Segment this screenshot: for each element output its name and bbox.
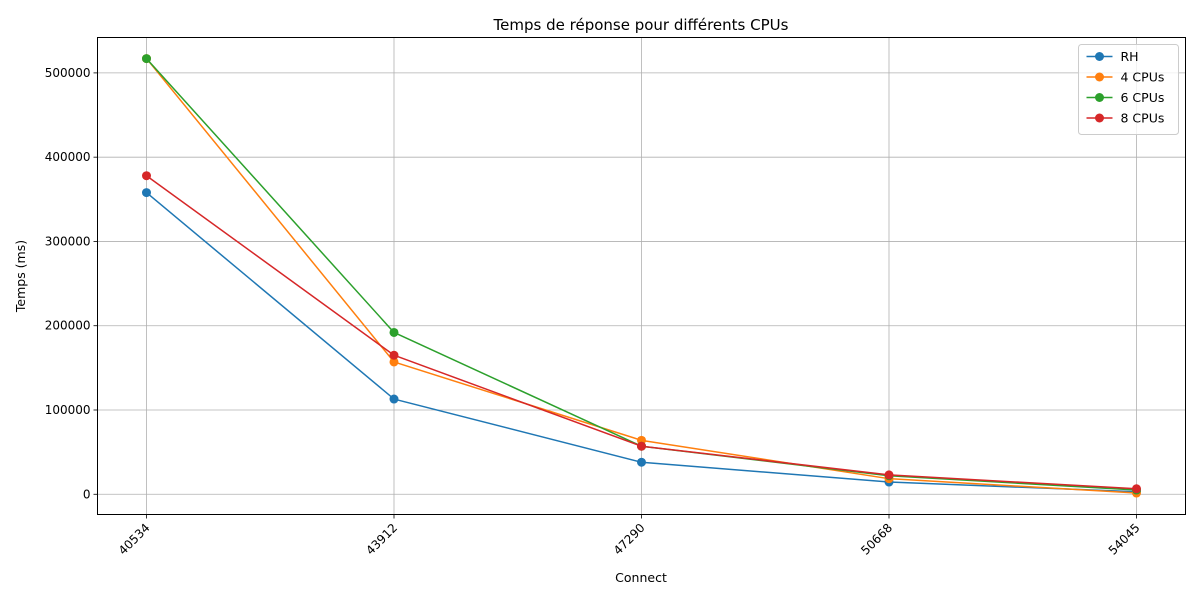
data-point-rh [142,188,151,198]
data-point-8-cpus [1132,484,1141,494]
chart-title: Temps de réponse pour différents CPUs [493,16,789,34]
legend-box [1078,44,1179,135]
y-tick-label: 100000 [45,403,91,417]
legend-marker-6-cpus [1095,93,1104,102]
data-point-8-cpus [389,350,399,360]
data-point-rh [389,394,399,404]
legend-marker-rh [1095,52,1104,61]
y-tick-label: 400000 [45,150,91,164]
data-point-8-cpus [142,171,151,181]
y-tick-label: 300000 [45,234,91,248]
legend-label-8-cpus: 8 CPUs [1121,111,1165,126]
x-tick-label: 40534 [116,521,153,558]
x-tick-label: 43912 [363,521,400,558]
y-tick-label: 500000 [45,66,91,80]
data-point-8-cpus [884,470,894,480]
y-axis-label: Temps (ms) [13,240,28,313]
x-axis-label: Connect [615,570,667,585]
legend: RH 4 CPUs 6 CPUs 8 CPUs [1078,44,1179,135]
data-point-6-cpus [142,54,151,64]
data-point-6-cpus [389,327,399,337]
data-point-rh [637,457,646,467]
legend-label-6-cpus: 6 CPUs [1121,90,1165,105]
series-layer [142,54,1141,498]
legend-label-rh: RH [1121,49,1139,64]
data-point-4-cpus [389,357,399,367]
y-tick-label: 0 [83,487,91,501]
x-tick-label: 47290 [611,521,648,558]
grid [97,37,1186,515]
data-point-8-cpus [637,441,646,451]
legend-marker-4-cpus [1095,72,1104,82]
y-tick-label: 200000 [45,319,91,333]
x-tick-label: 50668 [858,521,895,558]
x-tick-label: 54045 [1106,521,1143,558]
legend-marker-8-cpus [1095,113,1104,123]
legend-label-4-cpus: 4 CPUs [1121,70,1165,85]
